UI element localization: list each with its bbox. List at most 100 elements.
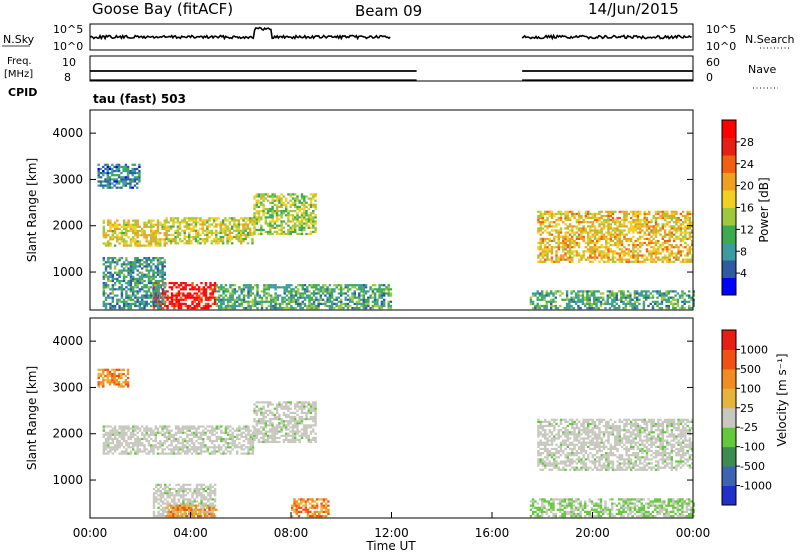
cell-power-cells-2830 xyxy=(625,258,628,261)
cell-power-cells-449 xyxy=(221,227,225,230)
cell-power-cells-26 xyxy=(109,229,112,233)
cell-power-cells-1222 xyxy=(111,277,114,280)
cell-power-cells-1508 xyxy=(152,263,155,266)
cell-power-cells-319 xyxy=(188,235,191,239)
cell-power-cells-1476 xyxy=(147,265,151,268)
cell-power-cells-1911 xyxy=(306,286,309,289)
cell-velocity-cells-154 xyxy=(136,448,139,451)
cell-power-cells-2630 xyxy=(598,239,601,243)
cell-power-cells-1576 xyxy=(161,263,164,266)
cell-power-cells-1573 xyxy=(161,269,164,272)
cell-power-cells-3282 xyxy=(691,254,694,257)
cell-power-cells-1565 xyxy=(161,296,164,299)
cell-power-cells-1584 xyxy=(163,282,166,285)
cell-velocity-cells-700 xyxy=(266,430,270,433)
cell-velocity-cells-630 xyxy=(255,436,258,439)
cell-power-cells-784 xyxy=(291,216,295,219)
cell-velocity-cells-858 xyxy=(294,420,297,423)
cell-velocity-cells-429 xyxy=(204,450,207,453)
cell-velocity-cells-803 xyxy=(285,415,288,419)
cell-power-cells-1331 xyxy=(129,294,133,297)
cell-power-cells-2825 xyxy=(623,216,626,220)
cell-power-cells-2403 xyxy=(564,212,567,215)
cell-velocity-cells-843 xyxy=(291,426,295,429)
cell-velocity-cells-672 xyxy=(262,428,265,431)
cell-power-cells-2870 xyxy=(632,256,635,259)
cell-power-cells-1967 xyxy=(321,288,325,291)
cell-power-cells-3743 xyxy=(113,180,116,183)
cell-power-cells-3674 xyxy=(688,294,691,297)
cell-power-cells-66 xyxy=(120,229,124,233)
cell-power-cells-3345 xyxy=(550,292,553,295)
cell-power-cells-3546 xyxy=(631,298,634,301)
cell-power-cells-1406 xyxy=(138,277,142,280)
cell-power-cells-2301 xyxy=(550,258,554,261)
cell-power-cells-2438 xyxy=(568,219,572,222)
cell-power-cells-308 xyxy=(185,242,189,245)
cell-power-cells-969 xyxy=(164,300,167,303)
cell-power-cells-510 xyxy=(237,225,241,228)
cell-power-cells-3055 xyxy=(657,231,660,234)
cell-velocity-cells-657 xyxy=(260,430,263,433)
cell-power-cells-1902 xyxy=(303,290,307,293)
cell-velocity-cells-576 xyxy=(245,446,248,449)
cell-power-cells-1115 xyxy=(204,292,208,295)
cell-velocity-cells-12 xyxy=(104,448,108,451)
cell-velocity-cells-509 xyxy=(224,425,228,428)
cell-power-cells-2897 xyxy=(634,227,637,230)
cell-power-cells-1633 xyxy=(226,304,230,308)
power-colorbar-swatch-6 xyxy=(722,172,736,191)
cell-power-cells-1891 xyxy=(301,296,304,299)
cell-power-cells-1305 xyxy=(125,269,128,272)
cell-power-cells-3418 xyxy=(584,302,587,305)
cell-velocity-cells-461 xyxy=(213,450,216,453)
cell-velocity-cells-658 xyxy=(260,426,263,429)
cell-power-cells-442 xyxy=(219,221,222,224)
cell-power-cells-2808 xyxy=(620,225,624,228)
cell-power-cells-2173 xyxy=(380,288,384,291)
cell-power-cells-3042 xyxy=(654,221,658,224)
cell-power-cells-2305 xyxy=(550,248,554,251)
cell-power-cells-109 xyxy=(132,227,135,230)
cell-power-cells-3143 xyxy=(670,244,673,247)
cell-power-cells-3586 xyxy=(649,296,652,299)
cell-power-cells-572 xyxy=(253,222,256,225)
cell-power-cells-3322 xyxy=(541,294,544,297)
cell-power-cells-154 xyxy=(143,221,146,224)
cell-power-cells-1889 xyxy=(301,302,304,305)
cell-power-cells-1745 xyxy=(258,300,261,303)
cell-velocity-cells-663 xyxy=(260,411,263,414)
cell-power-cells-350 xyxy=(194,223,198,226)
cell-velocity-cells-354 xyxy=(186,440,189,443)
cell-power-cells-2937 xyxy=(639,221,642,224)
cell-power-cells-2361 xyxy=(559,254,563,257)
cell-velocity-cells-867 xyxy=(296,430,299,433)
cell-power-cells-1194 xyxy=(107,259,110,262)
cell-power-cells-1163 xyxy=(102,273,105,276)
cell-power-cells-447 xyxy=(221,231,225,234)
cell-power-cells-2457 xyxy=(571,210,574,213)
cell-power-cells-2579 xyxy=(591,246,594,249)
cell-power-cells-2119 xyxy=(364,290,368,293)
cell-velocity-cells-235 xyxy=(156,446,160,449)
cell-power-cells-1351 xyxy=(132,290,135,293)
cell-power-cells-464 xyxy=(226,235,229,239)
cell-power-cells-1964 xyxy=(321,298,325,301)
power-yaxis-label-0: 1000 xyxy=(52,265,83,279)
cell-power-cells-2904 xyxy=(634,210,637,213)
cell-power-cells-1970 xyxy=(324,304,327,308)
cell-power-cells-3811 xyxy=(131,163,134,166)
cell-power-cells-748 xyxy=(285,210,288,213)
cell-velocity-cells-842 xyxy=(291,428,295,431)
cell-power-cells-1235 xyxy=(113,271,117,274)
cell-power-cells-1125 xyxy=(207,286,210,289)
cell-velocity-cells-650 xyxy=(257,418,261,421)
cell-power-cells-2240 xyxy=(541,252,545,255)
cell-power-cells-71 xyxy=(122,238,126,241)
cell-power-cells-2799 xyxy=(620,252,624,255)
cell-power-cells-3291 xyxy=(691,223,694,226)
cell-power-cells-608 xyxy=(257,193,261,196)
cell-power-cells-803 xyxy=(294,197,297,200)
cell-power-cells-3369 xyxy=(565,302,569,305)
cell-power-cells-1875 xyxy=(297,298,300,301)
